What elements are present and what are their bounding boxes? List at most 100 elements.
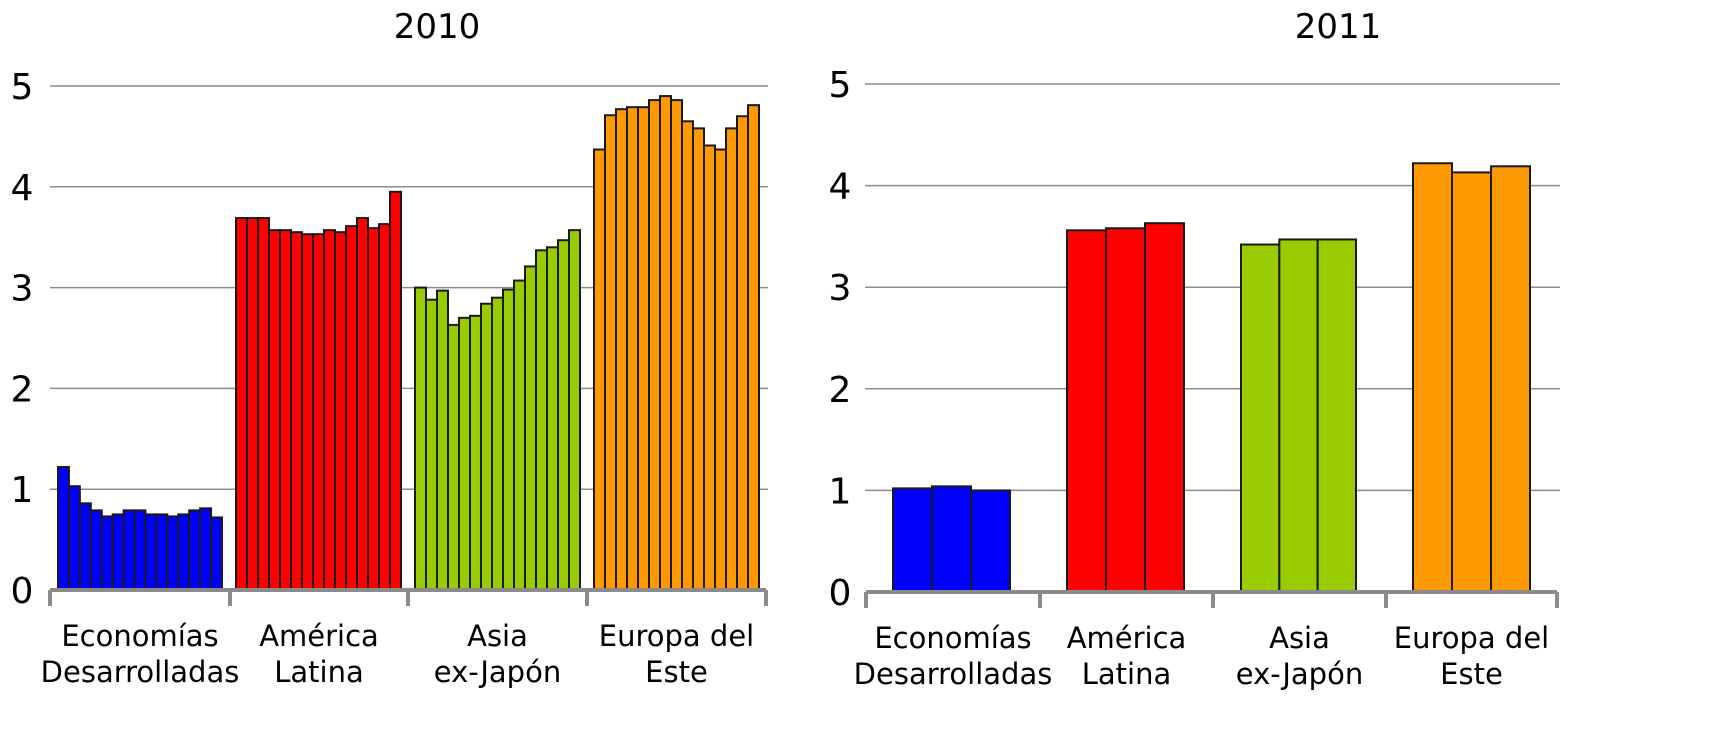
category-label: Europa del xyxy=(599,619,754,653)
bar xyxy=(524,265,537,591)
category-label: Este xyxy=(645,655,708,689)
bar xyxy=(659,95,672,592)
bar xyxy=(648,99,661,592)
bar xyxy=(615,108,628,592)
bar xyxy=(736,115,749,592)
category-label: Asia xyxy=(467,619,528,653)
bar xyxy=(144,513,158,592)
category-label: Economías xyxy=(874,621,1031,655)
y-tick-label: 2 xyxy=(11,369,34,410)
bar xyxy=(356,217,369,592)
y-tick-label: 5 xyxy=(11,67,34,108)
bar xyxy=(593,148,606,591)
bar xyxy=(279,229,292,591)
bar xyxy=(378,223,391,591)
bar xyxy=(1490,165,1531,594)
bar xyxy=(513,279,526,591)
bar xyxy=(210,516,224,591)
bar xyxy=(67,485,81,591)
bar xyxy=(436,289,449,591)
category-label: Latina xyxy=(1082,657,1172,691)
bar xyxy=(334,231,347,591)
bar xyxy=(166,515,180,591)
y-tick-label: 1 xyxy=(11,470,34,511)
bar xyxy=(703,144,716,591)
bar xyxy=(177,513,191,592)
bar xyxy=(714,148,727,591)
category-label: ex-Japón xyxy=(434,655,561,689)
category-label: Latina xyxy=(274,655,364,689)
category-label: América xyxy=(259,619,379,653)
bar xyxy=(568,229,581,591)
y-tick-label: 4 xyxy=(11,168,34,209)
y-tick-label: 4 xyxy=(829,167,852,208)
y-tick-label: 2 xyxy=(829,370,852,411)
bar xyxy=(1316,238,1358,593)
category-label: ex-Japón xyxy=(1236,657,1363,691)
bar xyxy=(57,466,70,591)
bar xyxy=(546,246,559,591)
bar xyxy=(1144,222,1185,593)
bar xyxy=(892,487,933,593)
chart-title: 2011 xyxy=(1295,7,1382,47)
bar xyxy=(246,217,259,592)
bar xyxy=(155,513,169,592)
bar xyxy=(78,502,92,591)
y-tick-label: 0 xyxy=(11,571,34,612)
category-label: Europa del xyxy=(1394,621,1549,655)
bar xyxy=(747,104,760,592)
bar xyxy=(312,233,325,591)
bar xyxy=(188,509,202,591)
category-label: Asia xyxy=(1269,621,1330,655)
y-tick-label: 0 xyxy=(829,573,852,614)
bar xyxy=(257,217,270,592)
category-label: Economías xyxy=(61,619,218,653)
bar xyxy=(235,217,248,592)
bar xyxy=(414,286,427,591)
bar xyxy=(425,298,438,591)
bar xyxy=(931,485,972,593)
y-tick-label: 3 xyxy=(829,268,852,309)
category-label: Este xyxy=(1440,657,1503,691)
bar xyxy=(692,127,705,591)
bar xyxy=(480,302,493,591)
bar xyxy=(469,314,482,591)
bar xyxy=(637,106,650,591)
category-label: América xyxy=(1067,621,1187,655)
bar xyxy=(323,229,336,591)
bar xyxy=(301,233,314,591)
bar xyxy=(447,323,460,591)
bar xyxy=(502,288,515,591)
bar xyxy=(89,509,103,591)
bar xyxy=(725,127,738,591)
bar xyxy=(268,229,281,591)
bar xyxy=(290,231,303,591)
bar xyxy=(389,190,402,591)
bar xyxy=(681,120,694,591)
y-tick-label: 1 xyxy=(829,471,852,512)
bar xyxy=(111,513,125,592)
bar xyxy=(458,316,471,591)
bar xyxy=(1105,227,1146,594)
bar xyxy=(1278,238,1319,593)
chart-title: 2010 xyxy=(394,7,481,47)
bar xyxy=(133,509,147,591)
y-tick-label: 5 xyxy=(829,65,852,106)
y-tick-label: 3 xyxy=(11,269,34,310)
bar xyxy=(345,225,358,592)
bar xyxy=(1240,243,1281,593)
bar xyxy=(970,489,1011,593)
bar xyxy=(535,249,548,592)
bar xyxy=(1412,162,1453,593)
bar xyxy=(122,509,136,591)
bar xyxy=(1451,171,1492,593)
bar xyxy=(626,106,639,591)
bar xyxy=(367,227,380,591)
bar xyxy=(100,515,114,591)
bar xyxy=(670,99,683,592)
bar xyxy=(557,239,570,591)
category-label: Desarrolladas xyxy=(854,657,1053,691)
bar xyxy=(604,114,617,591)
